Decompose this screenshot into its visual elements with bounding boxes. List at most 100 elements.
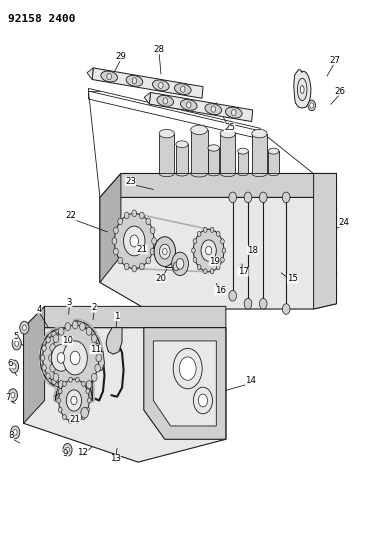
Circle shape (15, 341, 19, 346)
Polygon shape (294, 70, 311, 108)
Circle shape (172, 252, 188, 276)
Circle shape (86, 327, 92, 335)
Circle shape (187, 102, 191, 108)
Circle shape (12, 364, 16, 369)
Circle shape (72, 387, 78, 395)
Ellipse shape (152, 80, 169, 91)
Text: 29: 29 (115, 52, 126, 61)
Circle shape (130, 235, 139, 247)
Ellipse shape (238, 148, 248, 154)
Circle shape (115, 213, 154, 269)
Text: 25: 25 (224, 123, 235, 132)
Text: 17: 17 (237, 268, 249, 276)
Polygon shape (191, 130, 208, 173)
Polygon shape (100, 173, 337, 197)
Circle shape (210, 269, 214, 274)
Ellipse shape (252, 130, 267, 138)
Text: 10: 10 (62, 336, 73, 345)
Polygon shape (89, 352, 105, 372)
Polygon shape (149, 92, 253, 122)
Text: 19: 19 (209, 257, 220, 265)
Text: 22: 22 (66, 212, 77, 221)
Circle shape (20, 321, 29, 334)
Circle shape (53, 373, 59, 381)
Ellipse shape (157, 95, 173, 106)
Ellipse shape (300, 85, 304, 93)
Text: 21: 21 (136, 245, 147, 254)
Circle shape (124, 212, 129, 219)
Circle shape (49, 354, 54, 362)
Circle shape (63, 341, 87, 375)
Polygon shape (208, 148, 219, 173)
Circle shape (173, 349, 202, 389)
Text: 9: 9 (63, 449, 68, 458)
Polygon shape (314, 173, 337, 309)
Ellipse shape (180, 100, 197, 110)
Circle shape (59, 329, 63, 335)
Circle shape (159, 82, 163, 88)
Circle shape (259, 298, 267, 309)
Circle shape (118, 218, 123, 225)
Circle shape (282, 192, 290, 203)
Circle shape (80, 322, 85, 330)
Ellipse shape (220, 170, 236, 176)
Circle shape (62, 381, 66, 386)
Circle shape (310, 103, 314, 108)
Circle shape (46, 373, 50, 379)
Polygon shape (87, 68, 93, 79)
Circle shape (203, 269, 207, 274)
Circle shape (259, 192, 267, 203)
Ellipse shape (238, 171, 248, 176)
Circle shape (58, 327, 64, 335)
Circle shape (86, 381, 92, 389)
Circle shape (65, 447, 69, 453)
Circle shape (113, 227, 118, 234)
Ellipse shape (252, 170, 267, 176)
Circle shape (231, 109, 236, 116)
Circle shape (82, 415, 85, 419)
Ellipse shape (297, 78, 307, 101)
Circle shape (173, 262, 179, 271)
Circle shape (154, 237, 175, 266)
Ellipse shape (101, 71, 118, 82)
Circle shape (96, 354, 101, 362)
Circle shape (52, 332, 56, 337)
Circle shape (216, 264, 220, 270)
Ellipse shape (226, 107, 242, 118)
Polygon shape (268, 151, 279, 173)
Text: 4: 4 (36, 304, 42, 313)
Circle shape (132, 210, 137, 216)
Circle shape (146, 218, 151, 225)
Circle shape (8, 389, 18, 401)
Circle shape (150, 227, 155, 234)
Circle shape (229, 192, 237, 203)
Circle shape (132, 265, 137, 272)
Circle shape (76, 345, 80, 351)
Ellipse shape (191, 125, 208, 134)
Circle shape (43, 333, 79, 383)
Ellipse shape (159, 130, 174, 138)
Circle shape (50, 344, 56, 352)
Text: 14: 14 (245, 376, 256, 385)
Polygon shape (238, 151, 248, 173)
Circle shape (180, 86, 185, 92)
Circle shape (10, 360, 19, 373)
Text: 21: 21 (70, 415, 80, 424)
Circle shape (72, 321, 78, 329)
Text: 15: 15 (287, 274, 298, 283)
Circle shape (81, 407, 88, 418)
Polygon shape (252, 134, 267, 173)
Polygon shape (176, 144, 188, 173)
Polygon shape (153, 341, 216, 426)
Circle shape (87, 398, 91, 403)
Circle shape (193, 229, 224, 272)
Ellipse shape (191, 170, 208, 177)
Circle shape (41, 355, 45, 361)
Circle shape (198, 394, 208, 407)
Ellipse shape (208, 171, 219, 176)
Circle shape (229, 290, 237, 301)
Ellipse shape (126, 76, 143, 86)
Circle shape (13, 430, 17, 435)
Circle shape (197, 231, 201, 237)
Circle shape (222, 248, 226, 253)
